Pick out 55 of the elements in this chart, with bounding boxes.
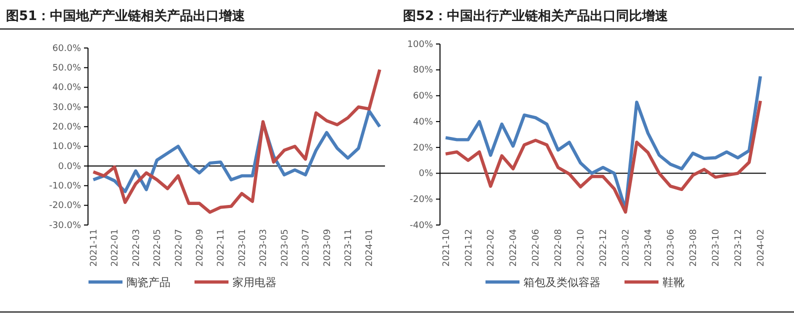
x-tick-label: 2023-12 <box>734 229 744 267</box>
x-tick-label: 2022-01 <box>110 229 121 267</box>
x-tick-label: 2021-11 <box>89 229 100 267</box>
x-tick-label: 2022-07 <box>174 229 184 267</box>
x-tick-label: 2023-02 <box>622 229 632 267</box>
y-tick-label: 60.0% <box>52 44 82 54</box>
y-tick-label: 40% <box>412 117 434 128</box>
y-tick-label: -20% <box>410 195 434 206</box>
legend-label: 家用电器 <box>232 276 276 289</box>
x-tick-label: 2022-10 <box>576 228 587 267</box>
y-tick-label: 20% <box>412 143 434 154</box>
y-tick-label: 0% <box>418 169 434 180</box>
x-tick-label: 2022-08 <box>554 228 564 267</box>
y-tick-label: 0.0% <box>58 162 82 172</box>
legend-label: 箱包及类似容器 <box>524 276 600 289</box>
line-series <box>92 68 382 214</box>
x-tick-label: 2022-04 <box>509 228 520 267</box>
x-tick-label: 2022-05 <box>153 229 164 267</box>
x-tick-label: 2021-12 <box>464 229 474 267</box>
y-tick-label: -40% <box>410 220 434 231</box>
x-tick-label: 2023-07 <box>302 229 312 267</box>
x-tick-label: 2022-12 <box>599 229 610 267</box>
y-tick-label: -10.0% <box>49 182 82 192</box>
y-tick-label: 30.0% <box>52 102 82 113</box>
legend-label: 鞋靴 <box>662 276 684 289</box>
x-tick-label: 2022-06 <box>532 228 542 267</box>
chart-title: 图52：中国出行产业链相关产品出口同比增速 <box>403 8 670 24</box>
x-tick-label: 2022-11 <box>216 229 227 267</box>
x-tick-label: 2022-02 <box>486 229 497 267</box>
y-tick-label: 60% <box>412 92 434 102</box>
line-series <box>444 99 762 214</box>
x-tick-label: 2021-10 <box>442 228 452 267</box>
x-tick-label: 2023-09 <box>322 228 333 267</box>
x-tick-label: 2023-06 <box>666 228 677 267</box>
x-tick-label: 2024-02 <box>756 229 767 267</box>
y-tick-label: 100% <box>407 40 434 50</box>
x-tick-label: 2023-10 <box>712 228 722 267</box>
y-tick-label: -30.0% <box>49 220 82 231</box>
x-tick-label: 2023-05 <box>280 229 290 267</box>
x-tick-label: 2024-01 <box>365 229 376 267</box>
x-tick-label: 2022-09 <box>196 228 206 267</box>
x-tick-label: 2022-03 <box>132 229 142 267</box>
x-tick-label: 2023-11 <box>344 229 354 267</box>
x-tick-label: 2023-08 <box>689 228 700 267</box>
y-tick-label: 20.0% <box>52 122 82 133</box>
legend-label: 陶瓷产品 <box>126 276 170 289</box>
y-tick-label: -20.0% <box>49 201 82 212</box>
y-tick-label: 40.0% <box>52 83 82 94</box>
chart-title: 图51：中国地产产业链相关产品出口增速 <box>6 8 246 24</box>
x-tick-label: 2023-04 <box>644 228 654 267</box>
y-tick-label: 50.0% <box>52 64 82 74</box>
x-tick-label: 2023-01 <box>238 229 248 267</box>
y-tick-label: 80% <box>412 66 434 76</box>
y-tick-label: 10.0% <box>52 142 82 152</box>
x-tick-label: 2023-03 <box>259 229 270 267</box>
